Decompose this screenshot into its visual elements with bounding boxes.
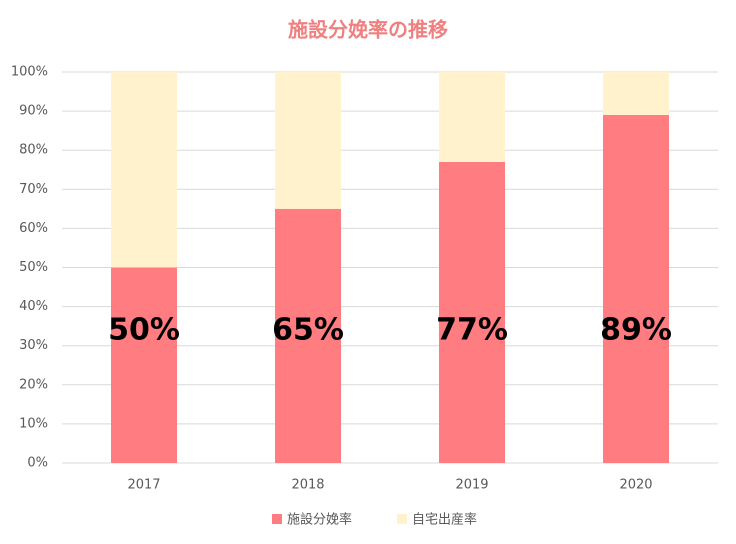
- y-tick-label: 0%: [27, 456, 48, 471]
- bar-segment: [111, 72, 177, 268]
- x-tick-label: 2020: [619, 478, 652, 493]
- data-label: 50%: [108, 313, 180, 348]
- x-tick-label: 2017: [127, 478, 160, 493]
- y-tick-label: 20%: [19, 377, 48, 392]
- y-tick-label: 40%: [19, 299, 48, 314]
- y-tick-label: 60%: [19, 221, 48, 236]
- x-tick-label: 2019: [455, 478, 488, 493]
- x-tick-label: 2018: [291, 478, 324, 493]
- data-label: 77%: [436, 313, 508, 348]
- legend-swatch: [397, 514, 407, 524]
- bar-segment: [275, 72, 341, 209]
- data-label: 89%: [600, 313, 672, 348]
- y-tick-label: 70%: [19, 182, 48, 197]
- y-tick-label: 30%: [19, 338, 48, 353]
- data-label: 65%: [272, 313, 344, 348]
- y-tick-label: 10%: [19, 416, 48, 431]
- bar-segment: [439, 161, 505, 463]
- y-tick-label: 80%: [19, 143, 48, 158]
- bar-segment: [603, 115, 669, 463]
- chart-title: 施設分娩率の推移: [288, 18, 448, 42]
- legend-swatch: [272, 514, 282, 524]
- bar-segment: [111, 267, 177, 463]
- y-tick-label: 100%: [11, 65, 48, 80]
- bar-segment: [275, 208, 341, 463]
- y-tick-label: 90%: [19, 104, 48, 119]
- legend-label: 自宅出産率: [412, 512, 477, 528]
- bar-segment: [439, 72, 505, 162]
- bar-segment: [603, 72, 669, 116]
- legend-label: 施設分娩率: [287, 512, 352, 528]
- y-tick-label: 50%: [19, 260, 48, 275]
